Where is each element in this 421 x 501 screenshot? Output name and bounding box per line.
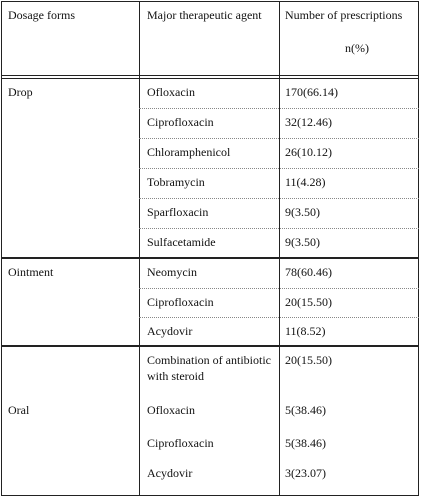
prescriptions: 11(8.52)	[285, 324, 326, 338]
agent: Tobramycin	[147, 175, 205, 189]
row-rule	[139, 228, 419, 229]
prescriptions: 20(15.50)	[285, 295, 332, 309]
header-count: Number of prescriptions	[285, 8, 403, 22]
agent: Ofloxacin	[147, 85, 195, 99]
prescriptions: 5(38.46)	[285, 403, 326, 417]
prescriptions: 5(38.46)	[285, 436, 326, 450]
prescriptions: 26(10.12)	[285, 145, 332, 159]
prescriptions: 11(4.28)	[285, 175, 326, 189]
header-rule	[2, 75, 419, 76]
agent: Neomycin	[147, 265, 197, 279]
row-rule	[139, 317, 419, 318]
column-line	[279, 2, 280, 496]
agent: Acydovir	[147, 466, 193, 480]
agent: Combination of antibiotic with steroid	[147, 353, 271, 383]
agent: Sulfacetamide	[147, 235, 216, 249]
row-rule	[139, 198, 419, 199]
prescriptions: 20(15.50)	[285, 353, 332, 367]
agent: Ciprofloxacin	[147, 115, 214, 129]
header-dosage: Dosage forms	[8, 8, 75, 22]
prescriptions: 170(66.14)	[285, 85, 338, 99]
dosage-form: Oral	[8, 403, 30, 417]
prescriptions: 9(3.50)	[285, 205, 320, 219]
column-line	[139, 2, 140, 496]
agent: Sparfloxacin	[147, 205, 209, 219]
header-rule	[2, 78, 419, 79]
row-rule	[139, 108, 419, 109]
dosage-form: Ointment	[8, 265, 54, 279]
prescriptions: 78(60.46)	[285, 265, 332, 279]
row-rule	[139, 168, 419, 169]
group-rule	[2, 257, 419, 259]
group-rule	[2, 345, 419, 347]
prescriptions: 9(3.50)	[285, 235, 320, 249]
row-rule	[139, 138, 419, 139]
prescriptions: 32(12.46)	[285, 115, 332, 129]
header-agent: Major therapeutic agent	[147, 8, 262, 22]
agent: Acydovir	[147, 324, 193, 338]
agent: Ciprofloxacin	[147, 295, 214, 309]
agent: Ciprofloxacin	[147, 436, 214, 450]
agent: Chloramphenicol	[147, 145, 231, 159]
agent: Ofloxacin	[147, 403, 195, 417]
row-rule	[139, 288, 419, 289]
prescriptions: 3(23.07)	[285, 466, 326, 480]
header-unit: n(%)	[345, 41, 369, 55]
dosage-form: Drop	[8, 85, 33, 99]
